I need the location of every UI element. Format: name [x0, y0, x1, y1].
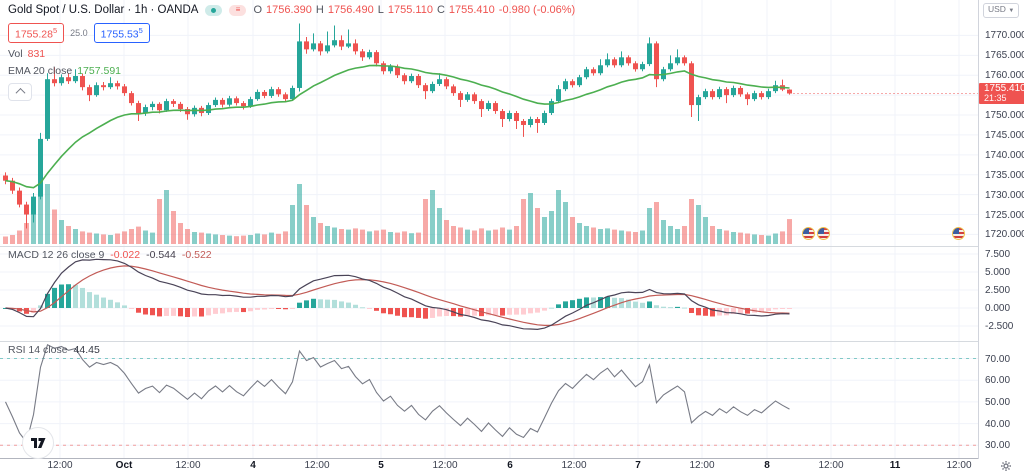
macd-hist-value: -0.022 [110, 249, 141, 261]
currency-selector[interactable]: USD ▼ [983, 3, 1020, 18]
tradingview-logo-glyph [30, 437, 45, 448]
macd-legend: MACD 12 26 close 9 -0.022 -0.544 -0.522 [8, 249, 212, 261]
time-tick-label: 12:00 [689, 460, 715, 471]
low-label: L [377, 4, 384, 16]
time-tick-label: 6 [507, 460, 513, 471]
bar-countdown: 21:35 [984, 93, 1007, 104]
price-tick-label: 1735.000 [985, 169, 1024, 181]
price-axis-border [978, 0, 979, 472]
rsi-legend: RSI 14 close 44.45 [8, 344, 100, 356]
time-tick-label: 12:00 [946, 460, 972, 471]
time-tick-label: 8 [764, 460, 770, 471]
price-tick-label: 1745.000 [985, 129, 1024, 141]
macd-tick-label: 2.500 [985, 285, 1011, 296]
economic-event-flag-icon[interactable] [952, 227, 965, 240]
macd-signal-value: -0.522 [181, 249, 212, 261]
high-label: H [315, 4, 324, 16]
volume-indicator-label[interactable]: Vol [8, 47, 23, 60]
economic-event-flag-icon[interactable] [802, 227, 815, 240]
rsi-label[interactable]: RSI 14 close [8, 344, 68, 356]
rsi-tick-label: 70.00 [985, 353, 1011, 365]
price-tick-label: 1720.000 [985, 229, 1024, 241]
change-value: -0.980 (-0.06%) [498, 4, 576, 16]
flag-canton [818, 228, 825, 235]
price-axis[interactable]: USD ▼ 1755.410 21:35 1770.000 1765.000 176… [979, 0, 1024, 472]
ema-indicator-label[interactable]: EMA 20 close [8, 64, 73, 77]
price-tick-label: 1750.000 [985, 110, 1024, 122]
rsi-tick-label: 50.00 [985, 396, 1011, 408]
pane-separator-macd-rsi[interactable] [0, 341, 1024, 342]
time-tick-label: 5 [378, 460, 384, 471]
chart-legend: Gold Spot / U.S. Dollar · 1h · OANDA ≡ O… [8, 4, 575, 101]
symbol-title[interactable]: Gold Spot / U.S. Dollar · 1h · OANDA [8, 4, 199, 16]
sell-button[interactable]: 1755.285 [8, 23, 65, 43]
pane-separator-volume-macd[interactable] [0, 246, 1024, 247]
macd-tick-label: -2.500 [985, 321, 1014, 332]
price-tick-label: 1740.000 [985, 149, 1024, 161]
buy-button[interactable]: 1755.535 [93, 23, 150, 43]
ema-indicator-value: 1757.591 [77, 64, 121, 77]
chevron-down-icon: ▼ [1008, 8, 1015, 14]
macd-tick-label: 0.000 [985, 303, 1011, 314]
flag-canton [953, 228, 960, 235]
price-tick-label: 1730.000 [985, 189, 1024, 201]
price-tick-label: 1760.000 [985, 70, 1024, 82]
price-tick-label: 1725.000 [985, 209, 1024, 221]
market-status-icon[interactable] [205, 4, 223, 16]
time-axis[interactable]: 12:00 Oct 12:00 4 12:00 5 12:00 6 12:00 7 12:00 8 12… [0, 459, 1024, 472]
last-price-badge: 1755.410 21:35 [979, 83, 1024, 105]
time-tick-label: Oct [115, 460, 133, 471]
high-value: 1756.490 [327, 4, 374, 16]
time-tick-label: 4 [250, 460, 256, 471]
low-value: 1755.110 [387, 4, 433, 16]
menu-lines-icon: ≡ [235, 5, 241, 14]
rsi-tick-label: 60.00 [985, 375, 1011, 387]
time-tick-label: 12:00 [175, 460, 201, 471]
tradingview-logo[interactable] [22, 427, 54, 459]
volume-indicator-value: 831 [27, 47, 46, 60]
rsi-value: 44.45 [73, 344, 100, 356]
time-tick-label: 7 [635, 460, 641, 471]
time-tick-label: 12:00 [304, 460, 330, 471]
legend-collapse-button[interactable] [8, 82, 32, 101]
time-tick-label: 12:00 [47, 460, 73, 471]
price-tick-label: 1770.000 [985, 30, 1024, 42]
settings-gear-icon[interactable] [1000, 459, 1012, 472]
macd-tick-label: 5.000 [985, 267, 1011, 278]
macd-tick-label: 7.500 [985, 249, 1011, 260]
rsi-tick-label: 40.00 [985, 418, 1011, 430]
last-price-value: 1755.410 [984, 83, 1024, 95]
time-tick-label: 12:00 [818, 460, 844, 471]
price-tick-label: 1765.000 [985, 50, 1024, 62]
main-chart-canvas[interactable] [0, 0, 978, 458]
ohlc-values: O 1756.390 H 1756.490 L 1755.110 C 1755.… [253, 4, 575, 16]
time-tick-label: 12:00 [561, 460, 587, 471]
macd-line-value: -0.544 [146, 249, 176, 261]
open-label: O [253, 4, 263, 16]
time-axis-border [0, 458, 1024, 459]
rsi-tick-label: 30.00 [985, 440, 1011, 452]
flag-canton [803, 228, 810, 235]
close-label: C [436, 4, 445, 16]
status-dot-icon [211, 7, 217, 13]
time-tick-label: 12:00 [432, 460, 458, 471]
time-tick-label: 11 [889, 460, 901, 471]
economic-event-flag-icon[interactable] [817, 227, 830, 240]
open-value: 1756.390 [266, 4, 312, 16]
spread-value: 25.0 [70, 27, 88, 38]
legend-menu-icon[interactable]: ≡ [229, 4, 247, 16]
macd-label[interactable]: MACD 12 26 close 9 [8, 249, 105, 261]
close-value: 1755.410 [448, 4, 495, 16]
chevron-up-icon [15, 87, 25, 98]
